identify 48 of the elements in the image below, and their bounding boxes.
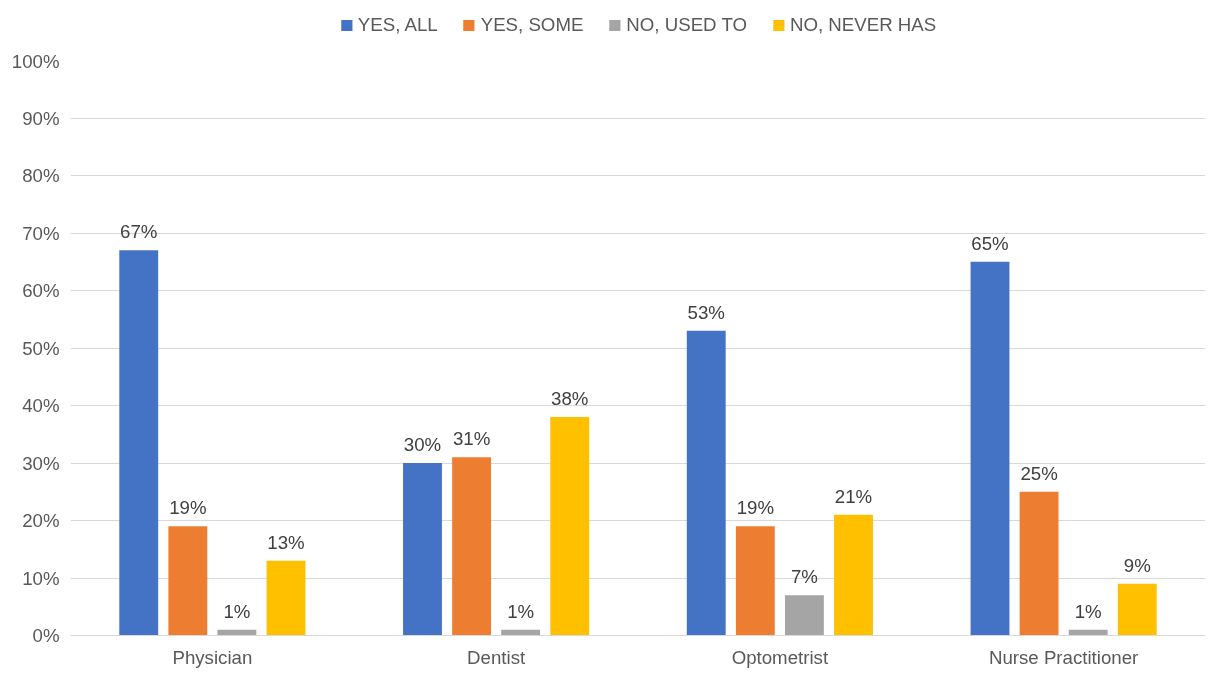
y-tick-label: 60% <box>22 280 60 301</box>
y-tick-label: 80% <box>22 165 60 186</box>
x-tick-label: Nurse Practitioner <box>988 646 1139 668</box>
y-tick-label: 90% <box>22 107 60 129</box>
data-label: 19% <box>736 497 774 519</box>
data-label: 30% <box>403 434 442 455</box>
bar <box>784 595 824 636</box>
bar <box>735 526 775 636</box>
data-label: 21% <box>834 485 873 507</box>
y-tick-label: 40% <box>22 395 60 416</box>
x-tick-label: Physician <box>172 646 253 668</box>
bar <box>452 457 492 636</box>
data-label: 9% <box>1123 554 1151 576</box>
y-tick-label: 100% <box>11 50 60 72</box>
bar <box>1019 491 1059 636</box>
bar <box>550 417 590 636</box>
y-tick-label: 50% <box>22 337 60 359</box>
data-label: 7% <box>790 566 818 588</box>
data-label: 1% <box>223 600 251 622</box>
data-label: 1% <box>507 600 535 622</box>
data-label: 53% <box>687 301 725 323</box>
data-label: 19% <box>169 497 207 519</box>
y-tick-label: 20% <box>22 510 60 531</box>
bar <box>119 250 159 636</box>
y-tick-label: 70% <box>22 222 60 244</box>
y-tick-label: 10% <box>22 567 60 589</box>
bar <box>834 514 873 636</box>
y-tick-label: 30% <box>22 452 60 474</box>
bar <box>403 463 442 636</box>
data-label: 65% <box>971 232 1009 254</box>
bar <box>1117 583 1157 636</box>
legend-label: NO, USED TO <box>626 14 747 36</box>
data-label: 31% <box>452 428 491 450</box>
bar <box>266 560 306 636</box>
x-tick-label: Optometrist <box>731 646 829 668</box>
bar <box>168 526 208 636</box>
data-label: 25% <box>1020 462 1058 484</box>
data-label: 1% <box>1074 600 1102 622</box>
data-label: 13% <box>267 531 305 553</box>
data-label: 67% <box>120 221 158 243</box>
bar <box>686 330 726 636</box>
legend-label: NO, NEVER HAS <box>789 14 937 36</box>
legend-label: YES, ALL <box>357 14 438 36</box>
bar <box>970 261 1010 636</box>
x-tick-label: Dentist <box>467 646 526 668</box>
legend-label: YES, SOME <box>480 14 584 36</box>
y-tick-label: 0% <box>32 625 60 646</box>
data-label: 38% <box>551 388 589 409</box>
